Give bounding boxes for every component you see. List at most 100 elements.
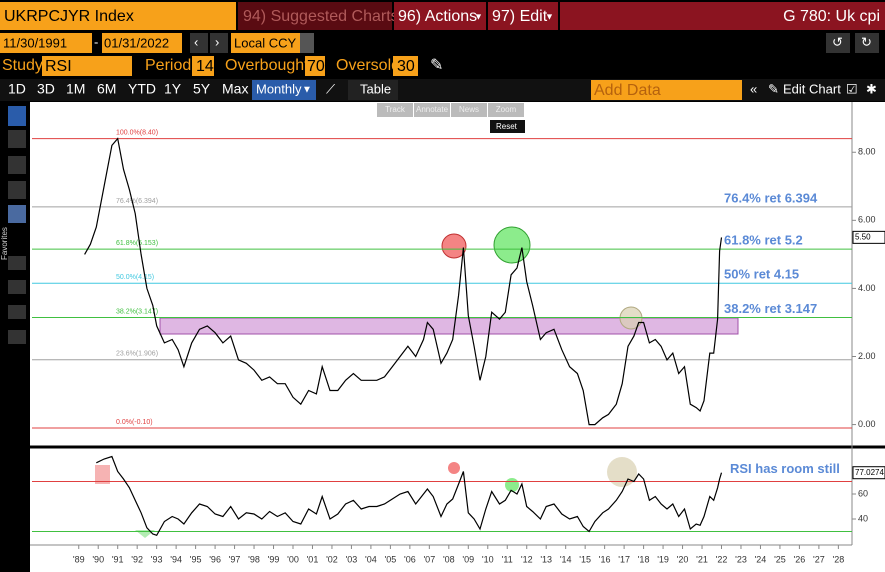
line-tool[interactable] <box>8 256 26 270</box>
overbought: 70 <box>307 58 325 75</box>
ticker-box[interactable] <box>0 2 236 30</box>
redo-button[interactable] <box>855 33 879 53</box>
range-button[interactable]: Max <box>222 81 248 97</box>
x-tick-label: '99 <box>268 554 280 564</box>
range-button[interactable]: 1D <box>8 81 26 97</box>
reset: Reset <box>496 122 518 131</box>
highlight-circle <box>505 478 519 492</box>
y-tick-label: 40 <box>858 513 868 523</box>
x-tick-label: '15 <box>579 554 591 564</box>
add-data-box[interactable] <box>591 80 742 100</box>
currency-dropdown[interactable] <box>300 33 314 53</box>
rsi-line <box>96 455 723 537</box>
edit-chart[interactable]: Edit Chart <box>783 81 841 96</box>
overbought-box[interactable] <box>305 56 325 76</box>
end-date: 01/31/2022 <box>104 35 169 50</box>
draw-tool[interactable] <box>8 130 26 148</box>
actions-button[interactable] <box>394 2 486 30</box>
suggested: 94) Suggested Charts <box>243 8 399 25</box>
prev-icon: ‹ <box>194 34 198 49</box>
line-tool[interactable] <box>8 280 26 294</box>
dropdown-icon: ▼ <box>302 85 312 96</box>
highlight-circle <box>607 457 637 487</box>
tool-button[interactable] <box>377 103 413 117</box>
x-tick-label: '91 <box>112 554 124 564</box>
x-tick-label: '14 <box>560 554 572 564</box>
fib-label: 76.4%(6.394) <box>116 198 158 205</box>
tool-label: Track <box>385 105 406 114</box>
undo-button[interactable] <box>826 33 850 53</box>
edit: 97) Edit <box>492 8 548 25</box>
range-button[interactable]: 3D <box>37 81 55 97</box>
x-tick-label: '24 <box>755 554 767 564</box>
y-tick-label: 2.00 <box>858 351 876 361</box>
range-button[interactable]: 1M <box>66 81 85 97</box>
x-tick-label: '23 <box>735 554 747 564</box>
period-box[interactable] <box>192 56 214 76</box>
function: G 780: Uk cpi <box>783 8 880 25</box>
x-tick-label: '89 <box>73 554 85 564</box>
frequency-box[interactable] <box>252 80 316 100</box>
range-button[interactable]: 1Y <box>164 81 182 97</box>
x-tick-label: '09 <box>462 554 474 564</box>
end-date-box[interactable] <box>102 33 182 53</box>
period-label: Period <box>145 57 191 74</box>
x-tick-label: '95 <box>190 554 202 564</box>
x-tick-label: '17 <box>618 554 630 564</box>
undo-icon: ↺ <box>832 34 843 49</box>
next-button[interactable] <box>210 33 228 53</box>
price-line <box>84 137 723 426</box>
percent-tool[interactable] <box>8 156 26 174</box>
actions: 96) Actions <box>398 8 477 25</box>
dollar-tool[interactable] <box>8 181 26 199</box>
x-tick-label: '12 <box>521 554 533 564</box>
x-tick-label: '92 <box>131 554 143 564</box>
fib-label: 0.0%(-0.10) <box>116 419 153 426</box>
pointer-tool[interactable] <box>8 106 26 126</box>
annotation: 50% ret 4.15 <box>724 267 799 282</box>
tool-button[interactable] <box>414 103 450 117</box>
study-label: Study <box>2 57 43 74</box>
x-tick-label: '01 <box>307 554 319 564</box>
x-tick-label: '97 <box>229 554 241 564</box>
prev-button[interactable] <box>190 33 208 53</box>
highlight-band <box>159 317 739 335</box>
x-tick-label: '10 <box>482 554 494 564</box>
line-tool[interactable] <box>8 305 26 319</box>
tool-label: News <box>459 105 479 114</box>
fib-label: 23.6%(1.906) <box>116 351 158 358</box>
highlight-zone <box>95 465 110 484</box>
x-tick-label: '08 <box>443 554 455 564</box>
separator: - <box>94 34 98 49</box>
sidebar-label: Favorites <box>0 227 9 260</box>
oversold: 30 <box>397 58 415 75</box>
tool-button[interactable] <box>451 103 487 117</box>
tool-label: Zoom <box>496 105 517 114</box>
x-tick-label: '93 <box>151 554 163 564</box>
table-button[interactable] <box>348 80 398 100</box>
range-button[interactable]: 6M <box>97 81 116 97</box>
range-button[interactable]: YTD <box>128 81 156 97</box>
edit-button[interactable] <box>488 2 558 30</box>
currency-box[interactable] <box>231 33 314 53</box>
study-name: RSI <box>45 58 72 75</box>
collapse-icon: « <box>750 81 757 96</box>
start-date: 11/30/1991 <box>3 35 67 50</box>
suggested-button[interactable] <box>238 2 392 30</box>
annotation: 38.2% ret 3.147 <box>724 301 817 316</box>
start-date-box[interactable] <box>0 33 92 53</box>
study-box[interactable] <box>42 56 132 76</box>
chart-tools: Track Annotate News Zoom <box>377 103 524 117</box>
ruler-tool[interactable] <box>8 330 26 344</box>
fib-label: 61.8%(5.153) <box>116 240 158 247</box>
highlight-circle <box>493 226 531 264</box>
reset-button[interactable] <box>490 120 525 133</box>
bar-tool[interactable] <box>8 205 26 223</box>
line-icon: ⟋ <box>326 81 336 96</box>
settings-icon: ✱ <box>866 81 877 96</box>
oversold-box[interactable] <box>393 56 418 76</box>
range-button[interactable]: 5Y <box>193 81 211 97</box>
tool-button[interactable] <box>488 103 524 117</box>
x-tick-label: '16 <box>599 554 611 564</box>
